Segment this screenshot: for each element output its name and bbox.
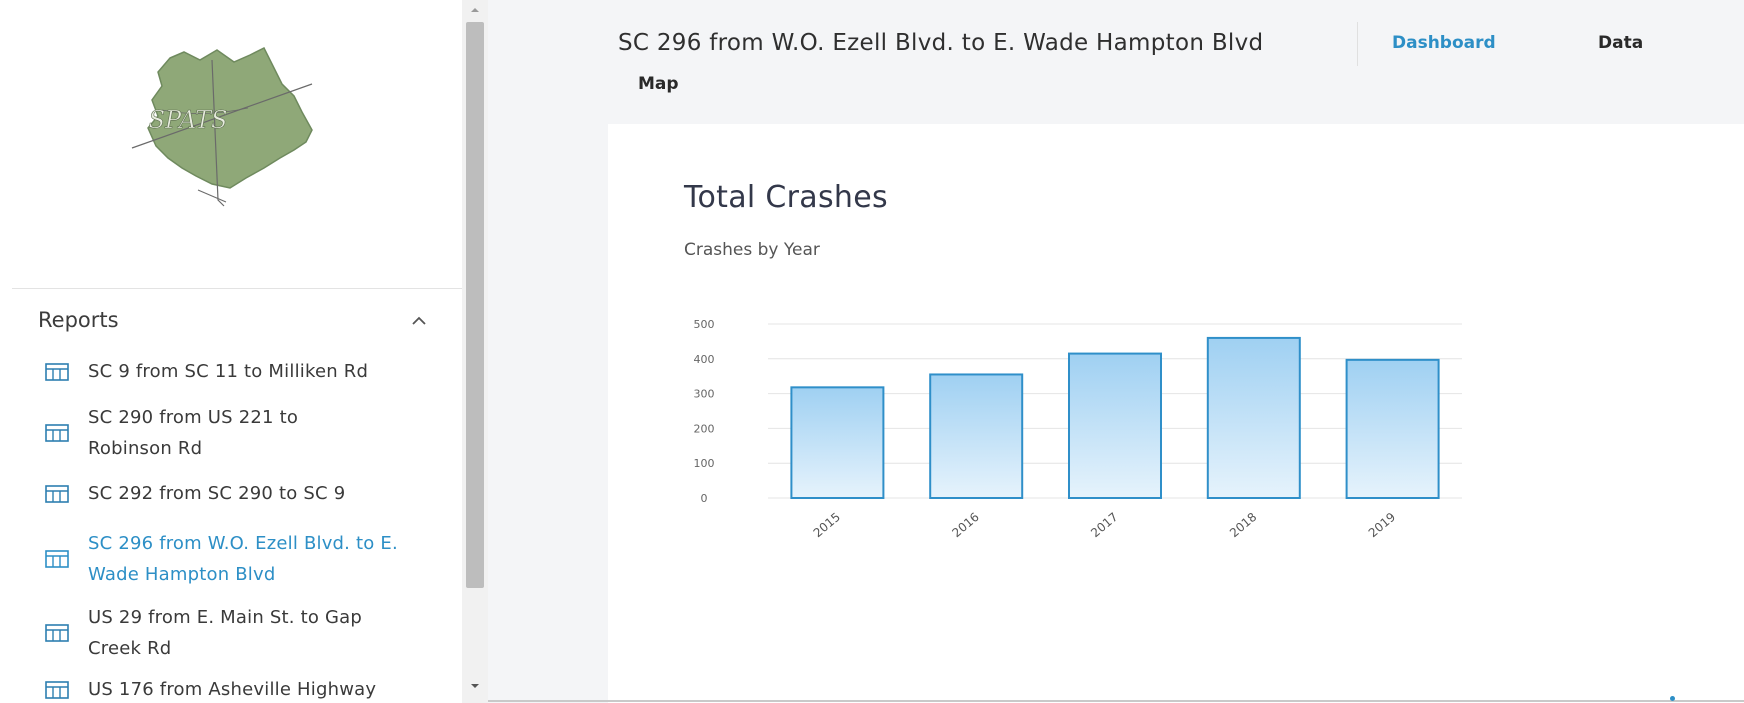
y-tick-label: 400 — [694, 353, 715, 366]
y-tick-label: 500 — [694, 318, 715, 331]
reports-title: Reports — [38, 308, 119, 332]
chart-card: Total Crashes Crashes by Year 0 100 200 300… — [608, 124, 1744, 703]
crashes-bar-chart: 0 100 200 300 400 500 2015 2016 2017 2018 2019 — [694, 318, 1462, 540]
y-tick-label: 100 — [694, 457, 715, 470]
scroll-up-arrow-icon[interactable] — [468, 4, 482, 16]
table-icon — [45, 624, 69, 642]
table-icon — [45, 680, 69, 699]
x-tick-label: 2017 — [1088, 510, 1120, 540]
x-tick-label: 2018 — [1227, 510, 1259, 540]
report-item-label: SC 9 from SC 11 to Milliken Rd — [88, 361, 369, 382]
report-item-label: US 176 from Asheville Highway — [88, 679, 377, 700]
report-item-us29[interactable]: US 29 from E. Main St. to Gap Creek Rd — [44, 602, 444, 664]
y-tick-label: 300 — [694, 388, 715, 401]
tab-dashboard[interactable]: Dashboard — [1392, 33, 1496, 53]
table-icon — [45, 362, 69, 381]
logo-map-shape — [147, 46, 313, 189]
sidebar-scrollbar[interactable] — [462, 0, 488, 703]
scroll-thumb[interactable] — [466, 22, 484, 588]
table-icon — [45, 424, 69, 442]
top-header: SC 296 from W.O. Ezell Blvd. to E. Wade … — [488, 0, 1744, 122]
header-divider — [1357, 22, 1358, 66]
chart-title: Total Crashes — [684, 180, 888, 215]
bar-2019[interactable] — [1345, 358, 1440, 499]
table-icon — [45, 550, 69, 568]
report-item-label: SC 296 from W.O. Ezell Blvd. to E. Wade … — [88, 533, 398, 585]
bar-2018[interactable] — [1206, 336, 1301, 499]
bar-2016[interactable] — [929, 373, 1024, 500]
x-tick-label: 2019 — [1366, 510, 1398, 540]
bottom-border — [488, 700, 1744, 702]
spats-logo: SPATS — [131, 46, 313, 207]
bar-2015[interactable] — [790, 386, 885, 499]
report-item-label: SC 290 from US 221 to Robinson Rd — [88, 407, 299, 459]
report-item-label: US 29 from E. Main St. to Gap Creek Rd — [88, 607, 362, 659]
tab-data[interactable]: Data — [1598, 33, 1644, 53]
logo-area: SPATS — [12, 0, 462, 289]
scroll-down-arrow-icon[interactable] — [468, 680, 482, 692]
x-tick-label: 2015 — [811, 510, 843, 540]
reports-header[interactable]: Reports — [38, 304, 438, 338]
x-tick-label: 2016 — [949, 510, 981, 540]
page-title: SC 296 from W.O. Ezell Blvd. to E. Wade … — [618, 30, 1264, 56]
report-item-label: SC 292 from SC 290 to SC 9 — [88, 483, 346, 504]
report-item-sc292[interactable]: SC 292 from SC 290 to SC 9 — [44, 478, 444, 509]
table-icon — [45, 484, 69, 503]
y-tick-label: 200 — [694, 422, 715, 435]
tab-map[interactable]: Map — [638, 74, 679, 94]
chevron-up-icon[interactable] — [408, 310, 430, 332]
bar-series — [790, 336, 1440, 500]
report-item-sc296[interactable]: SC 296 from W.O. Ezell Blvd. to E. Wade … — [44, 528, 444, 590]
logo-text: SPATS — [149, 106, 228, 134]
report-item-us176[interactable]: US 176 from Asheville Highway — [44, 674, 444, 703]
report-item-sc9[interactable]: SC 9 from SC 11 to Milliken Rd — [44, 356, 444, 387]
x-axis: 2015 2016 2017 2018 2019 — [811, 510, 1399, 540]
y-tick-label: 0 — [701, 492, 708, 505]
y-axis: 0 100 200 300 400 500 — [694, 318, 715, 505]
report-item-sc290[interactable]: SC 290 from US 221 to Robinson Rd — [44, 402, 444, 464]
indicator-dot — [1670, 696, 1675, 701]
main-content: Total Crashes Crashes by Year 0 100 200 300… — [488, 122, 1744, 703]
chart-subtitle: Crashes by Year — [684, 240, 820, 260]
sidebar: SPATS Reports SC 9 from SC 11 to Millike… — [0, 0, 462, 703]
bar-2017[interactable] — [1068, 352, 1162, 499]
